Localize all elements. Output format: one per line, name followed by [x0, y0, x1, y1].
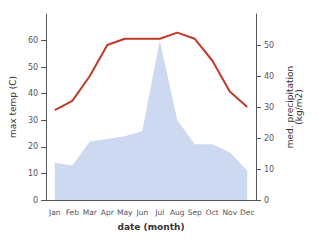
svg-text:60: 60	[28, 36, 38, 45]
svg-text:20: 20	[264, 134, 274, 143]
svg-text:med. precipitation: med. precipitation	[284, 65, 295, 149]
svg-text:Sep: Sep	[188, 208, 202, 217]
svg-text:Jan: Jan	[48, 208, 61, 217]
svg-text:50: 50	[28, 63, 38, 72]
svg-text:Feb: Feb	[66, 208, 80, 217]
svg-text:Jul: Jul	[154, 208, 164, 217]
svg-text:20: 20	[28, 142, 38, 151]
svg-text:Jun: Jun	[135, 208, 148, 217]
svg-text:0: 0	[33, 196, 38, 205]
svg-text:30: 30	[264, 103, 274, 112]
svg-text:Dec: Dec	[240, 208, 255, 217]
svg-text:50: 50	[264, 41, 274, 50]
svg-text:May: May	[117, 208, 133, 217]
svg-text:40: 40	[28, 89, 38, 98]
svg-text:10: 10	[28, 169, 38, 178]
svg-text:Apr: Apr	[101, 208, 115, 217]
svg-text:(kg/m2): (kg/m2)	[294, 89, 304, 124]
svg-text:date (month): date (month)	[118, 222, 185, 232]
svg-text:10: 10	[264, 165, 274, 174]
svg-text:Nov: Nov	[222, 208, 237, 217]
svg-text:Aug: Aug	[170, 208, 185, 217]
svg-text:0: 0	[264, 196, 269, 205]
svg-text:Oct: Oct	[206, 208, 219, 217]
svg-text:30: 30	[28, 116, 38, 125]
svg-text:40: 40	[264, 72, 274, 81]
svg-text:Mar: Mar	[83, 208, 98, 217]
svg-text:max temp (C): max temp (C)	[8, 76, 18, 138]
